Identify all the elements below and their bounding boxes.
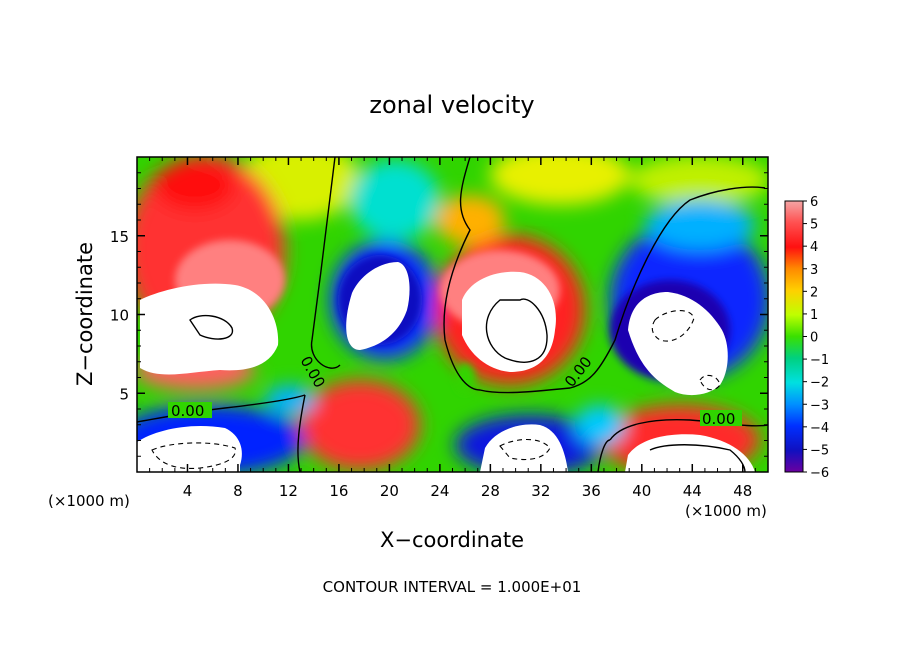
x-tick-label: 20 xyxy=(380,482,399,500)
colorbar-label: 3 xyxy=(810,263,818,278)
y-tick-label: 15 xyxy=(110,228,129,246)
colorbar-label: 4 xyxy=(810,240,818,255)
colorbar-gradient xyxy=(784,200,804,473)
y-axis-label: Z−coordinate xyxy=(73,242,97,386)
x-axis: 4 8 12 16 20 24 28 32 36 40 44 48 xyxy=(149,157,756,500)
x-tick-label: 32 xyxy=(531,482,550,500)
y-tick-label: 10 xyxy=(110,307,129,325)
colorbar-label: −5 xyxy=(810,443,829,458)
x-tick-label: 44 xyxy=(683,482,702,500)
colorbar-label: −1 xyxy=(810,353,829,368)
x-tick-label: 12 xyxy=(279,482,298,500)
colorbar-ticks: 6 5 4 3 2 1 0 −1 −2 −3 −4 −5 −6 xyxy=(803,195,829,481)
colorbar-label: −2 xyxy=(810,376,829,391)
colorbar: 6 5 4 3 2 1 0 −1 −2 −3 −4 −5 −6 xyxy=(784,195,829,481)
y-axis: 5 10 15 xyxy=(110,172,768,457)
colorbar-label: 6 xyxy=(810,195,818,210)
x-unit-left: (×1000 m) xyxy=(48,492,130,510)
chart-title: zonal velocity xyxy=(369,91,534,119)
colorbar-label: 0 xyxy=(810,331,818,346)
x-tick-label: 24 xyxy=(430,482,449,500)
x-tick-label: 28 xyxy=(481,482,500,500)
contour-label-1: 0.00 xyxy=(171,402,204,420)
colorbar-label: 5 xyxy=(810,218,818,233)
colorbar-label: −3 xyxy=(810,398,829,413)
x-axis-label: X−coordinate xyxy=(380,528,524,552)
x-tick-label: 8 xyxy=(233,482,243,500)
heatmap-field xyxy=(137,157,768,472)
x-tick-label: 4 xyxy=(183,482,193,500)
footer-contour-interval: CONTOUR INTERVAL = 1.000E+01 xyxy=(323,578,582,596)
y-tick-label: 5 xyxy=(119,385,129,403)
colorbar-label: −4 xyxy=(810,421,829,436)
x-unit-right: (×1000 m) xyxy=(685,502,767,520)
x-tick-label: 40 xyxy=(632,482,651,500)
colorbar-label: −6 xyxy=(810,466,829,481)
colorbar-label: 1 xyxy=(810,308,818,323)
x-tick-label: 16 xyxy=(329,482,348,500)
contour-label-4: 0.00 xyxy=(702,410,735,428)
colorbar-label: 2 xyxy=(810,285,818,300)
x-tick-label: 48 xyxy=(733,482,752,500)
x-tick-label: 36 xyxy=(582,482,601,500)
